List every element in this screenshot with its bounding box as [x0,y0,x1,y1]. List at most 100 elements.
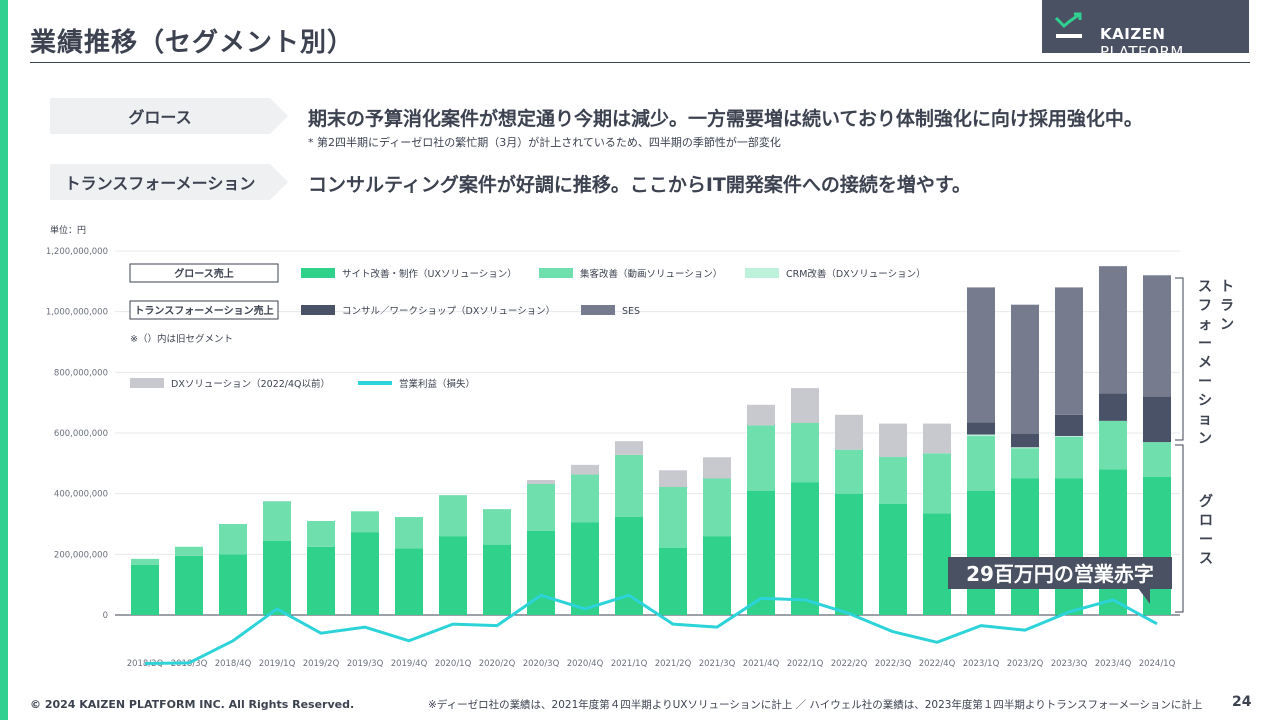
bar-dx [659,470,687,487]
legend-box-transform [129,300,279,320]
bar-site [967,490,995,615]
bar-site [571,522,599,615]
bar-ad [923,453,951,514]
bar-dx [615,441,643,455]
legend-old-segment-note: ※（）内は旧セグメント [130,333,233,345]
bar-site [395,548,423,615]
x-tick-label: 2020/4Q [567,659,604,669]
bracket-transform-label: トランスフォーメーション [1198,279,1234,447]
bar-dx [571,464,599,475]
bar-dx [703,457,731,479]
x-tick-label: 2024/1Q [1139,659,1176,669]
bar-ses [1099,266,1127,394]
bracket-growth-label: グロース [1199,493,1213,567]
operating-income-polyline [144,593,1158,666]
segment-note-growth: * 第2四半期にディーゼロ社の繁忙期（3月）が計上されているため、四半期の季節性… [308,136,781,149]
bar-site [1011,478,1039,615]
bar-site [307,546,335,615]
bracket-growth [1175,444,1184,613]
bar-ad [1143,442,1171,477]
x-tick-label: 2023/4Q [1095,659,1132,669]
bar-ad [615,454,643,518]
bar-crm [967,434,995,437]
title-divider [30,62,1250,63]
x-tick-label: 2019/1Q [259,659,296,669]
bar-site [703,536,731,615]
y-tick-label: 1,000,000,000 [46,308,108,318]
legend-swatch-consult [301,305,335,315]
accent-bar [0,0,8,720]
segment-summary-transformation: コンサルティング案件が好調に推移。ここからIT開発案件への接続を増やす。 [308,174,971,196]
x-tick-label: 2021/1Q [611,659,648,669]
unit-label: 単位：円 [50,224,86,236]
bar-ad [791,422,819,483]
legend-swatch-ses [581,305,615,315]
bar-dx [879,423,907,457]
bar-ses [1011,304,1039,434]
bar-dx [923,423,951,454]
bar-site [483,544,511,615]
bars [131,266,1171,615]
legend-label-line: 営業利益（損失） [399,378,475,390]
bar-site [175,555,203,615]
bar-site [439,536,467,615]
page-number: 24 [1232,694,1252,710]
x-tick-label: 2023/2Q [1007,659,1044,669]
legend-label-ses: SES [622,306,640,317]
bar-ad [263,501,291,541]
bar-ad [175,546,203,556]
y-tick-label: 1,200,000,000 [46,247,108,257]
bar-ad [483,509,511,545]
bar-site [879,503,907,615]
x-tick-label: 2019/3Q [347,659,384,669]
bar-ad [879,456,907,504]
bar-dx [747,404,775,426]
x-tick-label: 2018/4Q [215,659,252,669]
y-tick-label: 400,000,000 [54,490,108,500]
bar-consult [1099,393,1127,421]
bar-site [263,540,291,615]
x-tick-label: 2023/1Q [963,659,1000,669]
legend-label-crm: CRM改善（DXソリューション） [786,268,926,280]
bar-ad [747,425,775,491]
legend-swatch-ad [539,268,573,278]
bar-ad [703,478,731,537]
segment-brackets: トランスフォーメーション グロース [1175,277,1234,613]
legend-swatch-dx [130,378,164,388]
chart-grid [115,250,1180,616]
bar-site [923,513,951,615]
bar-ses [967,287,995,423]
x-tick-label: 2022/3Q [875,659,912,669]
legend-transform-label: トランスフォーメーション売上 [134,304,273,317]
company-logo: KAIZEN PLATFORM [1042,0,1249,61]
x-tick-label: 2022/2Q [831,659,868,669]
legend-box-growth [129,263,279,283]
bar-dx [791,388,819,423]
legend-growth-label: グロース売上 [174,267,234,280]
chart-arrow-icon [1054,12,1082,38]
segment-tag-transformation: トランスフォーメーション [50,164,288,200]
bar-ses [1143,275,1171,397]
bar-site [1055,478,1083,615]
bar-ad [131,558,159,565]
x-axis: 2018/2Q 2018/3Q 2018/4Q 2019/1Q 2019/2Q 2019/… [127,659,1176,669]
x-tick-label: 2022/4Q [919,659,956,669]
bar-ad [307,520,335,547]
bar-ad [219,524,247,555]
legend-label-dx: DXソリューション（2022/4Q以前） [171,378,330,390]
legend-swatch-site [301,268,335,278]
bar-ad [659,486,687,548]
bar-site [219,554,247,615]
legend-label-ad: 集客改善（動画ソリューション） [580,268,722,280]
bar-consult [1011,433,1039,448]
bar-ad [527,483,555,531]
bar-consult [1143,396,1171,443]
bracket-transform [1175,277,1184,441]
logo-text: KAIZEN PLATFORM [1100,25,1184,61]
x-tick-label: 2023/3Q [1051,659,1088,669]
bar-ad [835,449,863,494]
bar-site [1099,469,1127,615]
annotation-box [948,557,1172,589]
x-tick-label: 2021/3Q [699,659,736,669]
bar-dx [835,414,863,450]
